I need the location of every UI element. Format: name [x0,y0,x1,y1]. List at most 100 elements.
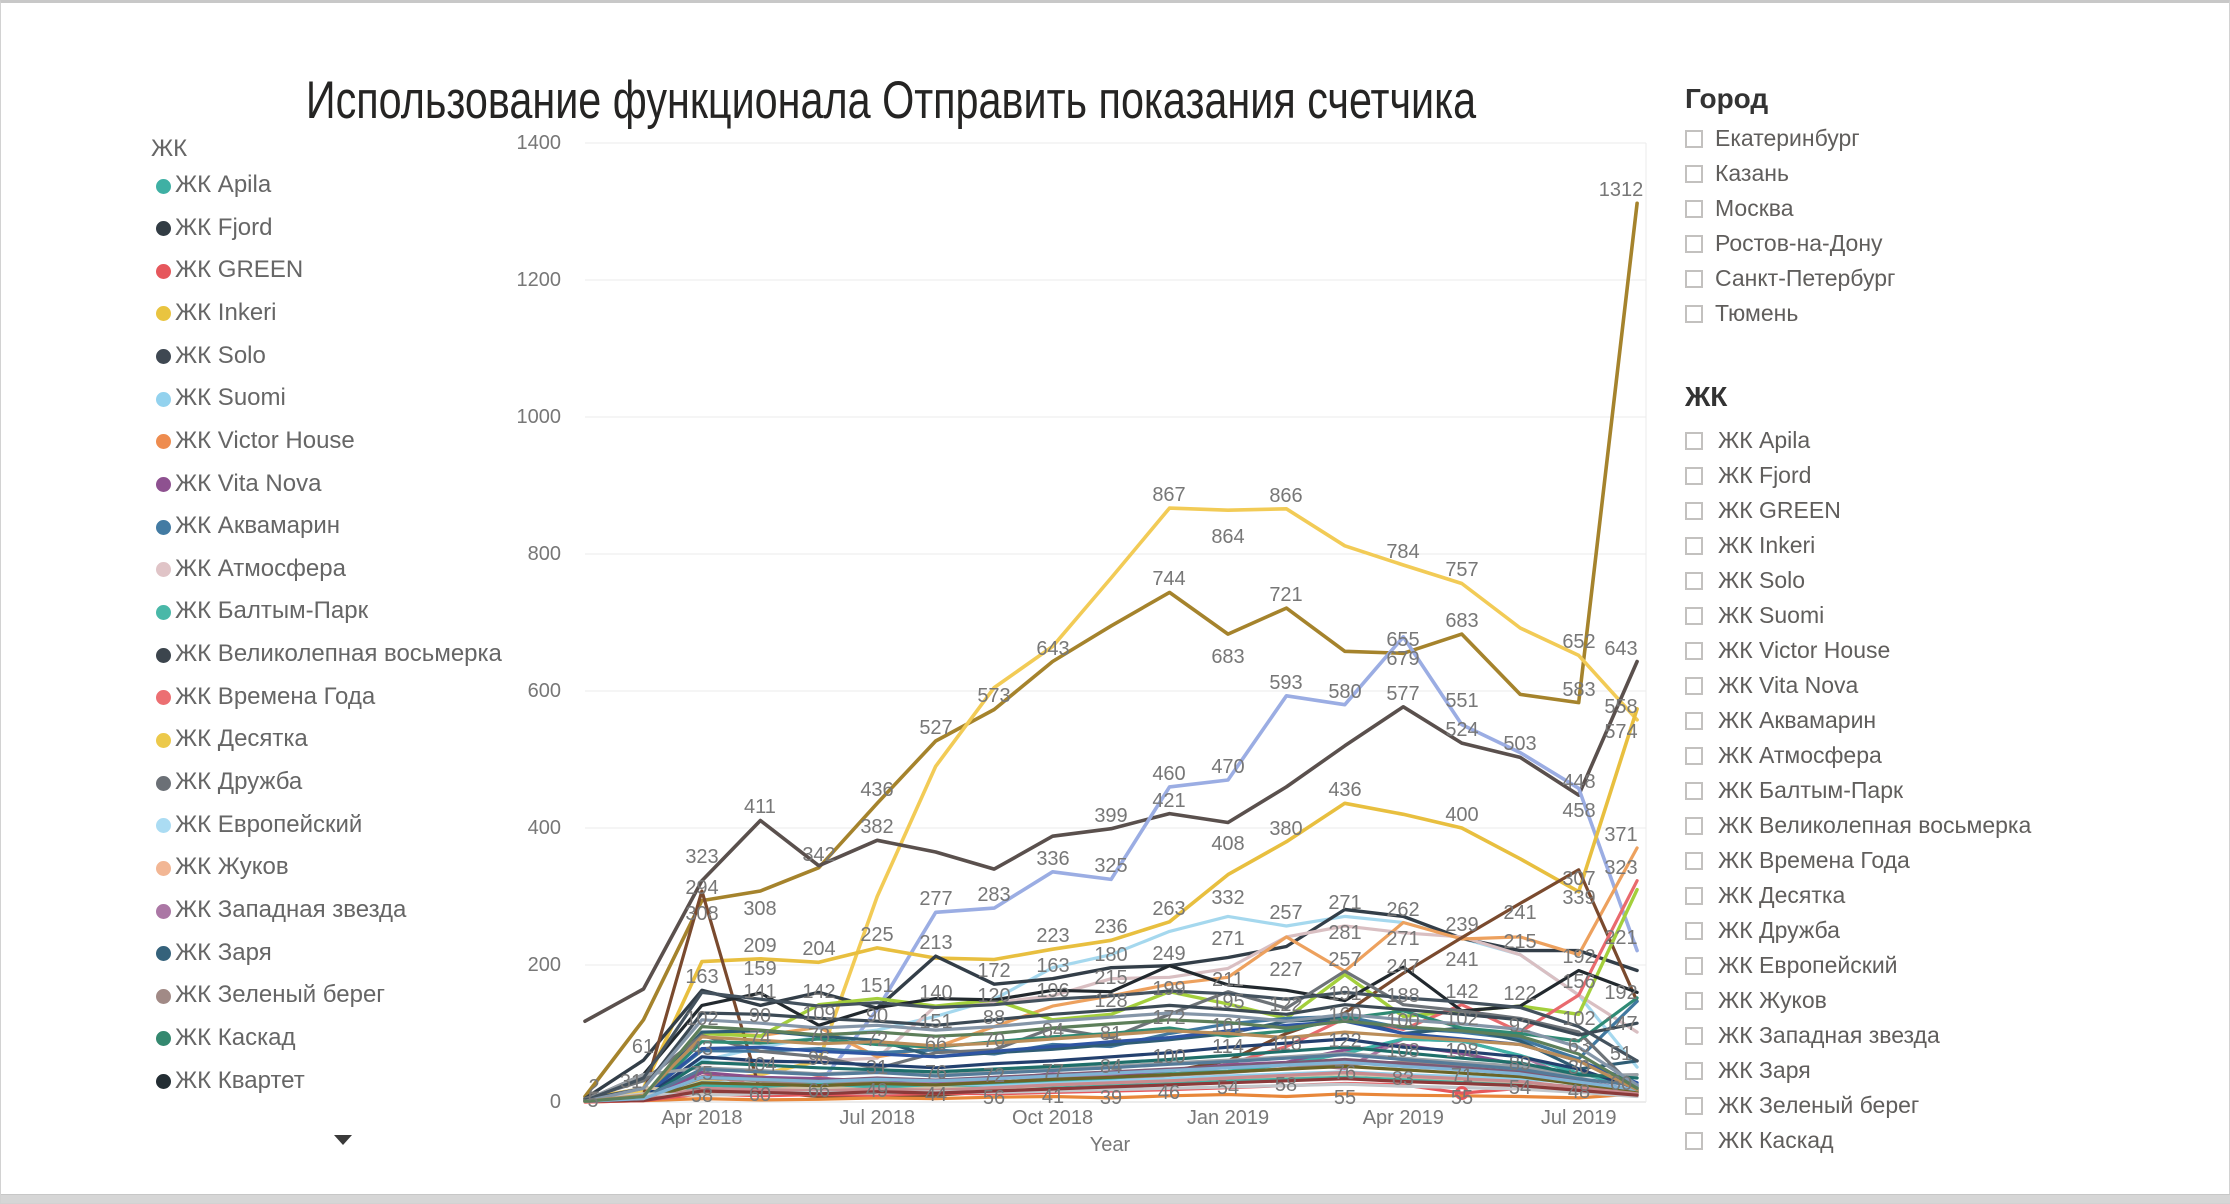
svg-text:102: 102 [1445,1008,1478,1030]
svg-text:195: 195 [1211,991,1244,1013]
svg-text:61: 61 [632,1036,654,1058]
svg-text:76: 76 [925,1062,947,1084]
svg-text:241: 241 [1503,902,1536,924]
svg-text:1200: 1200 [517,269,562,291]
svg-text:196: 196 [1036,980,1069,1002]
svg-text:159: 159 [743,958,776,980]
svg-text:Apr 2019: Apr 2019 [1363,1107,1444,1129]
svg-text:436: 436 [1328,779,1361,801]
svg-text:192: 192 [1604,982,1637,1004]
svg-text:866: 866 [1269,485,1302,507]
svg-text:142: 142 [1445,981,1478,1003]
svg-text:757: 757 [1445,559,1478,581]
svg-text:5: 5 [587,1090,598,1112]
svg-text:271: 271 [1328,892,1361,914]
svg-text:382: 382 [860,816,893,838]
svg-text:263: 263 [1152,898,1185,920]
svg-text:399: 399 [1094,805,1127,827]
svg-text:307: 307 [1562,868,1595,890]
svg-text:54: 54 [1217,1077,1239,1099]
svg-text:31: 31 [866,1057,888,1079]
svg-text:192: 192 [1562,946,1595,968]
svg-text:Jul 2019: Jul 2019 [1541,1107,1617,1129]
svg-text:1000: 1000 [517,406,562,428]
svg-text:257: 257 [1269,902,1302,924]
svg-text:31: 31 [620,1071,642,1093]
svg-text:600: 600 [528,680,561,702]
svg-text:Year: Year [1090,1134,1131,1156]
svg-text:84: 84 [1042,1020,1064,1042]
svg-text:30: 30 [1568,1057,1590,1079]
svg-text:643: 643 [1036,638,1069,660]
svg-text:76: 76 [1334,1062,1356,1084]
svg-text:128: 128 [1094,990,1127,1012]
svg-text:Jul 2018: Jul 2018 [839,1107,915,1129]
svg-text:66: 66 [925,1033,947,1055]
svg-text:800: 800 [528,543,561,565]
svg-text:262: 262 [1386,899,1419,921]
svg-text:580: 580 [1328,681,1361,703]
svg-text:140: 140 [919,982,952,1004]
svg-text:577: 577 [1386,683,1419,705]
svg-text:209: 209 [743,935,776,957]
svg-text:58: 58 [691,1085,713,1107]
svg-text:100: 100 [1152,1046,1185,1068]
svg-text:41: 41 [1042,1086,1064,1108]
svg-text:109: 109 [802,1003,835,1025]
svg-text:308: 308 [685,903,718,925]
svg-text:436: 436 [860,779,893,801]
svg-text:122: 122 [1328,1030,1361,1052]
svg-text:683: 683 [1445,610,1478,632]
svg-text:204: 204 [802,938,835,960]
svg-text:271: 271 [1211,928,1244,950]
svg-text:371: 371 [1604,824,1637,846]
svg-text:448: 448 [1562,771,1595,793]
svg-text:0: 0 [550,1091,561,1113]
svg-text:213: 213 [919,932,952,954]
svg-text:100: 100 [1386,1010,1419,1032]
svg-text:652: 652 [1562,631,1595,653]
svg-text:141: 141 [743,981,776,1003]
svg-text:75: 75 [691,1063,713,1085]
svg-text:147: 147 [1604,1013,1637,1035]
svg-text:864: 864 [1211,526,1244,548]
svg-text:236: 236 [1094,916,1127,938]
svg-text:1312: 1312 [1599,179,1644,201]
svg-text:118: 118 [1270,1033,1302,1055]
svg-text:102: 102 [1562,1008,1595,1030]
svg-text:161: 161 [1211,1015,1244,1037]
svg-text:643: 643 [1604,638,1637,660]
svg-text:Oct 2018: Oct 2018 [1012,1107,1093,1129]
svg-text:120: 120 [977,985,1010,1007]
svg-text:339: 339 [1562,887,1595,909]
svg-text:527: 527 [919,717,952,739]
svg-text:200: 200 [528,954,561,976]
svg-text:524: 524 [1445,719,1478,741]
svg-text:172: 172 [977,960,1010,982]
svg-text:655: 655 [1386,629,1419,651]
svg-text:241: 241 [1445,949,1478,971]
svg-text:Apr 2018: Apr 2018 [661,1107,742,1129]
svg-text:281: 281 [1328,922,1361,944]
svg-text:593: 593 [1269,672,1302,694]
svg-text:336: 336 [1036,848,1069,870]
svg-text:380: 380 [1269,818,1302,840]
svg-text:323: 323 [1604,857,1637,879]
svg-text:323: 323 [685,846,718,868]
svg-text:191: 191 [1328,983,1361,1005]
svg-text:56: 56 [983,1087,1005,1109]
svg-text:470: 470 [1211,756,1244,778]
svg-text:122: 122 [1503,983,1536,1005]
svg-text:89: 89 [1509,1053,1531,1075]
svg-text:104: 104 [743,1054,776,1076]
svg-text:108: 108 [1445,1040,1478,1062]
svg-text:88: 88 [983,1007,1005,1029]
svg-text:Jan 2019: Jan 2019 [1187,1107,1269,1129]
svg-text:249: 249 [1152,943,1185,965]
svg-text:180: 180 [1094,944,1127,966]
svg-text:60: 60 [1610,1073,1632,1095]
svg-text:277: 277 [919,888,952,910]
svg-text:744: 744 [1152,568,1185,590]
svg-text:81: 81 [1100,1023,1122,1045]
svg-text:460: 460 [1152,763,1185,785]
